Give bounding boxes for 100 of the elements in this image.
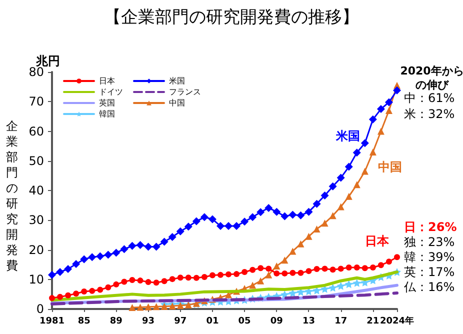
point (48, 270, 56, 279)
point (88, 253, 96, 262)
point (80, 255, 88, 264)
annotation: 日本 (365, 234, 390, 248)
point (297, 240, 304, 248)
point (336, 282, 345, 290)
point (386, 258, 392, 265)
text: 日：26% (404, 220, 457, 234)
legend-label: ドイツ (99, 88, 123, 96)
point (353, 181, 360, 188)
point (256, 208, 265, 216)
point (136, 241, 144, 250)
point (273, 262, 280, 270)
point (368, 115, 377, 124)
point (96, 252, 104, 260)
point (224, 222, 233, 230)
point (152, 303, 160, 310)
point (288, 210, 297, 219)
point (249, 282, 256, 289)
point (258, 265, 264, 272)
y-tick-label: 0 (36, 302, 44, 316)
legend-label: 米国 (169, 76, 185, 86)
point (200, 213, 208, 222)
legend-label: 英国 (99, 98, 115, 108)
point (120, 245, 128, 254)
point (145, 279, 152, 286)
chart-title: 【企業部門の研究開発費の推移】 (104, 8, 359, 28)
text: 英：17% (404, 265, 455, 279)
x-tick-label: 89 (110, 316, 122, 326)
point (393, 86, 401, 94)
point (281, 256, 288, 264)
point (298, 270, 304, 276)
point (152, 242, 160, 251)
legend-label: 韓国 (99, 110, 115, 118)
x-tick-label: 01 (206, 316, 219, 326)
point (321, 220, 328, 227)
point (184, 222, 192, 231)
point (234, 271, 240, 278)
y-tick-label: 60 (28, 124, 44, 138)
point (328, 284, 337, 292)
point (216, 222, 224, 230)
point (394, 254, 400, 260)
point (169, 276, 176, 282)
point (352, 148, 361, 157)
point (338, 266, 344, 272)
point (113, 281, 120, 288)
point (232, 222, 241, 230)
point (226, 271, 232, 278)
point (65, 292, 72, 298)
point (81, 288, 88, 295)
point (384, 98, 393, 106)
y-tick-label: 40 (28, 184, 44, 198)
point (290, 270, 296, 276)
x-tick-label: 17 (334, 316, 348, 326)
point (345, 192, 352, 200)
point (240, 218, 249, 226)
point (97, 286, 104, 293)
x-tick-label: 97 (174, 316, 187, 326)
point (129, 276, 136, 283)
point (185, 274, 192, 281)
point (257, 277, 264, 284)
point (136, 304, 144, 311)
point (369, 148, 376, 156)
y-tick-label: 20 (28, 242, 44, 257)
point (313, 226, 320, 233)
point (217, 272, 224, 278)
point (329, 212, 336, 220)
point (128, 304, 136, 312)
x-tick-label: 05 (238, 316, 251, 326)
point (248, 213, 257, 222)
point (289, 248, 296, 255)
point (104, 250, 112, 259)
point (153, 280, 160, 286)
point (105, 284, 112, 290)
point (57, 294, 64, 300)
point (376, 105, 385, 114)
point (362, 265, 368, 272)
point (344, 162, 353, 171)
point (266, 266, 272, 272)
point (144, 242, 152, 251)
point (370, 264, 376, 271)
line-series (50, 292, 398, 306)
point (168, 233, 176, 242)
point (280, 212, 289, 220)
point (208, 215, 216, 224)
point (296, 211, 305, 220)
x-tick-label: 1981 (39, 316, 65, 326)
point (352, 278, 361, 287)
point (322, 266, 328, 272)
point (336, 174, 345, 182)
x-tick-label: 09 (270, 316, 283, 326)
text: 仏：16% (403, 280, 455, 294)
point (177, 274, 184, 281)
legend-label: 中国 (169, 98, 185, 108)
point (121, 278, 128, 285)
y-tick-label: 10 (28, 272, 44, 286)
point (89, 288, 96, 294)
point (274, 270, 280, 276)
x-tick-label: 21 (366, 316, 380, 326)
point (160, 302, 168, 310)
